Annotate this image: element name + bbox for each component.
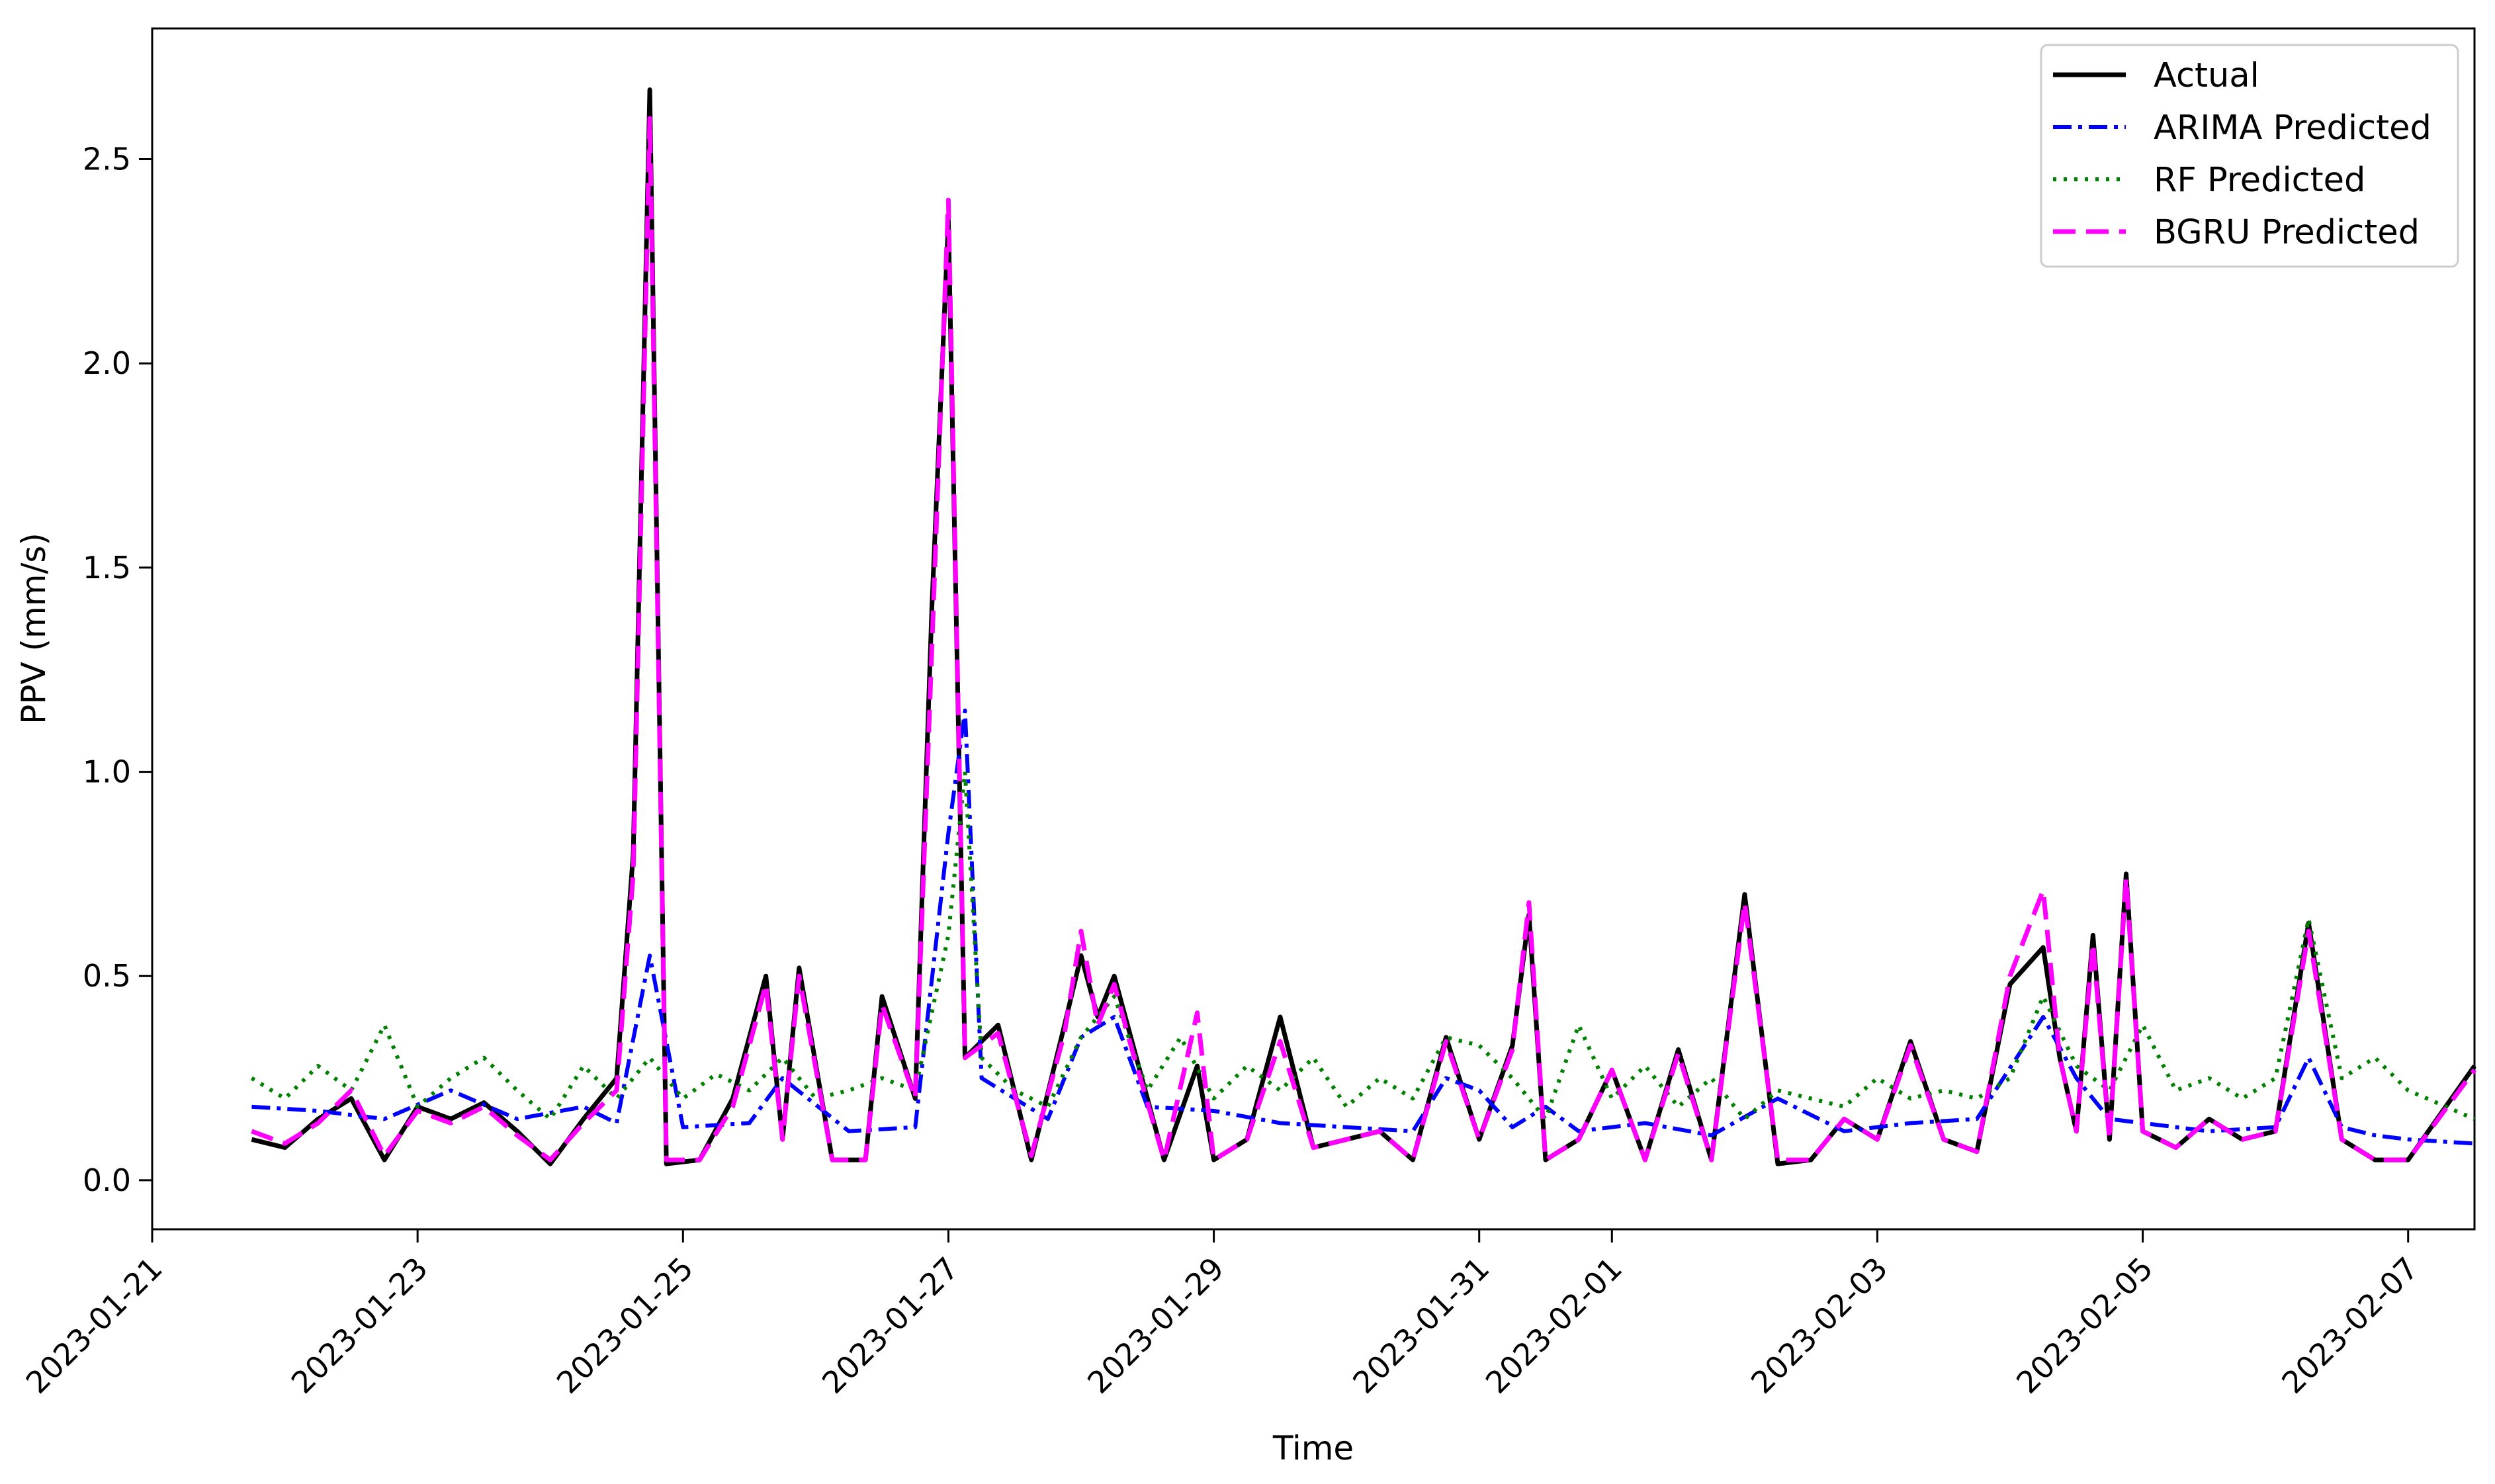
x-axis-ticks: 2023-01-21 2023-01-23 2023-01-25 2023-01-27… [19, 1229, 2425, 1401]
y-tick-label: 1.0 [83, 754, 131, 790]
series-lines [250, 87, 2476, 1166]
y-axis-label: PPV (mm/s) [15, 533, 53, 724]
legend-label-2: RF Predicted [2154, 161, 2365, 200]
legend: Actual ARIMA Predicted RF Predicted BGRU Pr… [2040, 44, 2459, 268]
series-line-3 [251, 116, 2476, 1162]
y-tick-label: 2.5 [83, 142, 131, 177]
x-tick-label: 2023-02-07 [2275, 1250, 2425, 1401]
x-axis-label: Time [1272, 1429, 1354, 1467]
legend-label-0: Actual [2154, 56, 2259, 95]
y-axis-ticks: 0.0 0.5 1.0 1.5 2.0 2.5 [83, 142, 152, 1198]
legend-label-1: ARIMA Predicted [2154, 109, 2431, 148]
x-tick-label: 2023-02-03 [1744, 1250, 1894, 1401]
y-tick-label: 1.5 [83, 550, 131, 586]
x-tick-label: 2023-01-23 [285, 1250, 435, 1401]
x-tick-label: 2023-01-27 [815, 1250, 965, 1401]
legend-box [2040, 44, 2459, 268]
y-tick-label: 0.5 [83, 958, 131, 994]
y-tick-label: 2.0 [83, 345, 131, 381]
x-tick-label: 2023-01-31 [1346, 1250, 1496, 1401]
y-tick-label: 0.0 [83, 1162, 131, 1198]
x-tick-label: 2023-01-29 [1080, 1250, 1231, 1401]
x-tick-label: 2023-02-01 [1479, 1250, 1629, 1401]
x-tick-label: 2023-02-05 [2009, 1250, 2160, 1401]
legend-label-3: BGRU Predicted [2154, 213, 2420, 252]
x-tick-label: 2023-01-21 [19, 1250, 169, 1401]
x-tick-label: 2023-01-25 [550, 1250, 700, 1401]
